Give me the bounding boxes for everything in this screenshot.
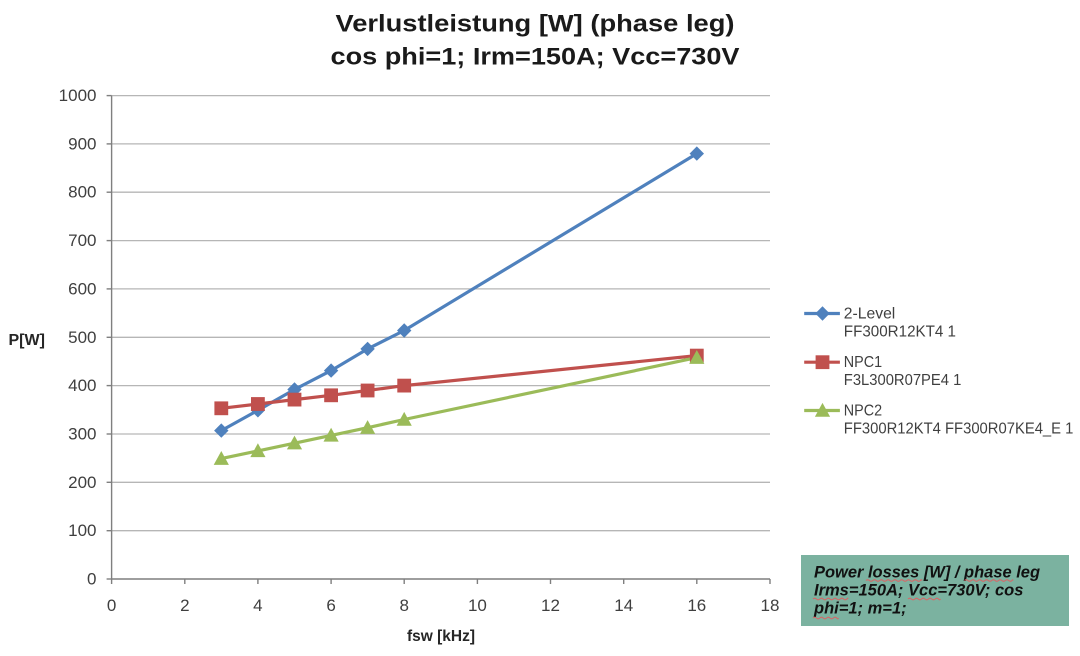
svg-text:6: 6 bbox=[326, 596, 335, 615]
svg-text:400: 400 bbox=[68, 376, 96, 395]
svg-text:cos phi=1; Irm=150A; Vcc=730V: cos phi=1; Irm=150A; Vcc=730V bbox=[331, 44, 740, 71]
svg-text:500: 500 bbox=[68, 328, 96, 347]
svg-text:16: 16 bbox=[687, 596, 706, 615]
svg-text:Irms=150A; Vcc=730V; cos: Irms=150A; Vcc=730V; cos bbox=[814, 582, 1023, 600]
svg-text:NPC2: NPC2 bbox=[844, 402, 882, 419]
svg-text:F3L300R07PE4 1: F3L300R07PE4 1 bbox=[844, 372, 962, 389]
svg-text:200: 200 bbox=[68, 473, 96, 492]
svg-text:12: 12 bbox=[541, 596, 560, 615]
svg-text:900: 900 bbox=[68, 134, 96, 153]
svg-text:300: 300 bbox=[68, 425, 96, 444]
svg-text:NPC1: NPC1 bbox=[844, 354, 882, 371]
svg-text:P[W]: P[W] bbox=[9, 332, 45, 349]
svg-text:FF300R12KT4 1: FF300R12KT4 1 bbox=[844, 323, 956, 340]
svg-text:1000: 1000 bbox=[59, 86, 97, 105]
svg-text:Power losses [W] / phase leg: Power losses [W] / phase leg bbox=[814, 564, 1040, 582]
svg-text:8: 8 bbox=[399, 596, 408, 615]
svg-text:0: 0 bbox=[87, 570, 96, 589]
svg-text:14: 14 bbox=[614, 596, 633, 615]
svg-text:phi=1; m=1;: phi=1; m=1; bbox=[813, 600, 907, 618]
svg-text:4: 4 bbox=[253, 596, 262, 615]
svg-text:10: 10 bbox=[468, 596, 487, 615]
svg-text:fsw [kHz]: fsw [kHz] bbox=[407, 628, 475, 645]
svg-text:18: 18 bbox=[761, 596, 780, 615]
svg-text:Verlustleistung [W] (phase leg: Verlustleistung [W] (phase leg) bbox=[336, 11, 735, 38]
svg-text:0: 0 bbox=[107, 596, 116, 615]
svg-text:600: 600 bbox=[68, 279, 96, 298]
svg-text:100: 100 bbox=[68, 521, 96, 540]
svg-text:2-Level: 2-Level bbox=[844, 305, 896, 322]
svg-text:700: 700 bbox=[68, 231, 96, 250]
svg-text:2: 2 bbox=[180, 596, 189, 615]
svg-text:FF300R12KT4 FF300R07KE4_E 1: FF300R12KT4 FF300R07KE4_E 1 bbox=[844, 420, 1074, 437]
svg-text:800: 800 bbox=[68, 183, 96, 202]
